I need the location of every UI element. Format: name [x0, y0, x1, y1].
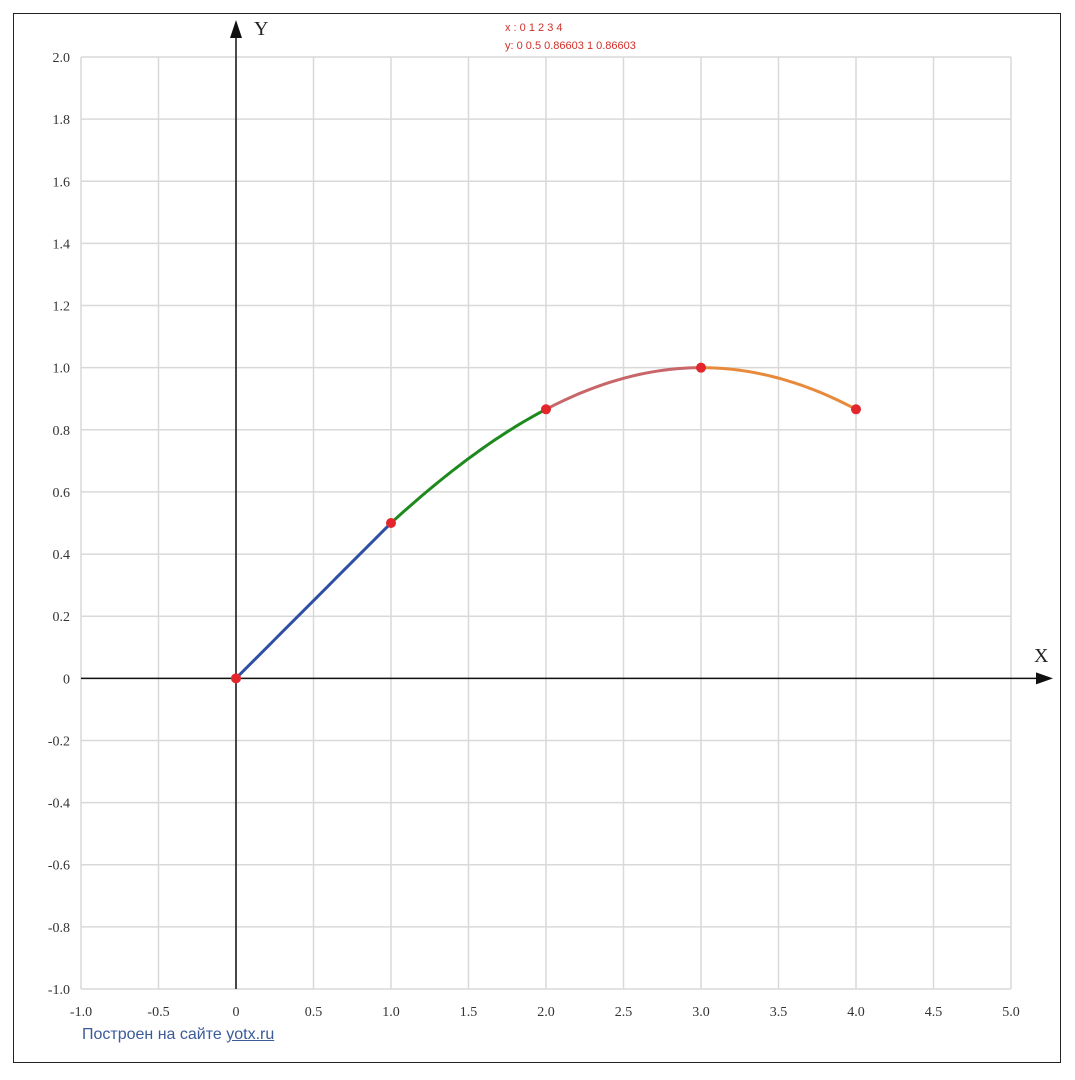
x-tick-label: 4.5 — [925, 1005, 943, 1020]
y-tick-label: -0.4 — [48, 797, 70, 812]
data-points — [231, 362, 861, 684]
y-tick-label: 0.8 — [53, 424, 71, 439]
axes — [81, 20, 1053, 989]
y-tick-label: -0.8 — [48, 921, 70, 936]
tick-labels: -1.0 -0.5 0 0.5 1.0 1.5 2.0 2.5 3.0 3.5 4.0 4.5 5.0 -… — [48, 51, 1020, 1020]
y-tick-label: -0.2 — [48, 734, 70, 749]
series-line-segment — [234, 521, 393, 680]
y-tick-label: 1.6 — [53, 175, 71, 190]
data-point — [541, 404, 551, 415]
y-tick-label: 2.0 — [53, 51, 71, 66]
x-tick-label: -1.0 — [70, 1005, 92, 1020]
credit-link[interactable]: yotx.ru — [226, 1026, 275, 1043]
y-tick-label: 0.6 — [53, 486, 71, 501]
x-tick-label: 3.0 — [692, 1005, 710, 1020]
annotation-x-values: x : 0 1 2 3 4 — [505, 22, 562, 34]
y-tick-label: 0.4 — [53, 548, 71, 563]
series-line-segment — [544, 366, 703, 411]
grid — [80, 56, 1012, 990]
x-tick-label: 0.5 — [305, 1005, 323, 1020]
data-point — [851, 404, 861, 415]
y-axis-label: Y — [254, 18, 268, 40]
y-axis-arrow — [230, 20, 242, 38]
y-tick-label: 1.8 — [53, 113, 71, 128]
credit-text: Построен на сайте — [82, 1026, 227, 1043]
x-axis-label: X — [1034, 645, 1049, 667]
y-tick-label: 0 — [63, 672, 70, 687]
x-tick-label: -0.5 — [147, 1005, 169, 1020]
series-line-segment — [389, 407, 548, 525]
x-tick-label: 2.5 — [615, 1005, 633, 1020]
annotation-y-values: y: 0 0.5 0.86603 1 0.86603 — [505, 40, 636, 52]
y-tick-label: 1.0 — [53, 362, 71, 377]
x-tick-label: 1.0 — [382, 1005, 400, 1020]
x-tick-label: 2.0 — [537, 1005, 555, 1020]
data-point — [386, 518, 396, 528]
series — [234, 366, 858, 680]
chart-frame — [13, 13, 1061, 1063]
data-point — [231, 673, 241, 684]
x-tick-label: 0 — [233, 1005, 240, 1020]
x-axis-arrow — [1036, 672, 1053, 685]
series-line-segment — [699, 366, 858, 411]
credit-line: Построен на сайте yotx.ru — [82, 1026, 274, 1044]
y-tick-label: -0.6 — [48, 859, 70, 874]
x-tick-label: 1.5 — [460, 1005, 478, 1020]
y-tick-label: -1.0 — [48, 983, 70, 998]
data-point — [696, 362, 706, 373]
x-tick-label: 4.0 — [847, 1005, 865, 1020]
y-tick-label: 1.2 — [53, 300, 71, 315]
x-tick-label: 5.0 — [1002, 1005, 1020, 1020]
x-tick-label: 3.5 — [770, 1005, 788, 1020]
y-tick-label: 1.4 — [53, 237, 71, 252]
y-tick-label: 0.2 — [53, 610, 71, 625]
